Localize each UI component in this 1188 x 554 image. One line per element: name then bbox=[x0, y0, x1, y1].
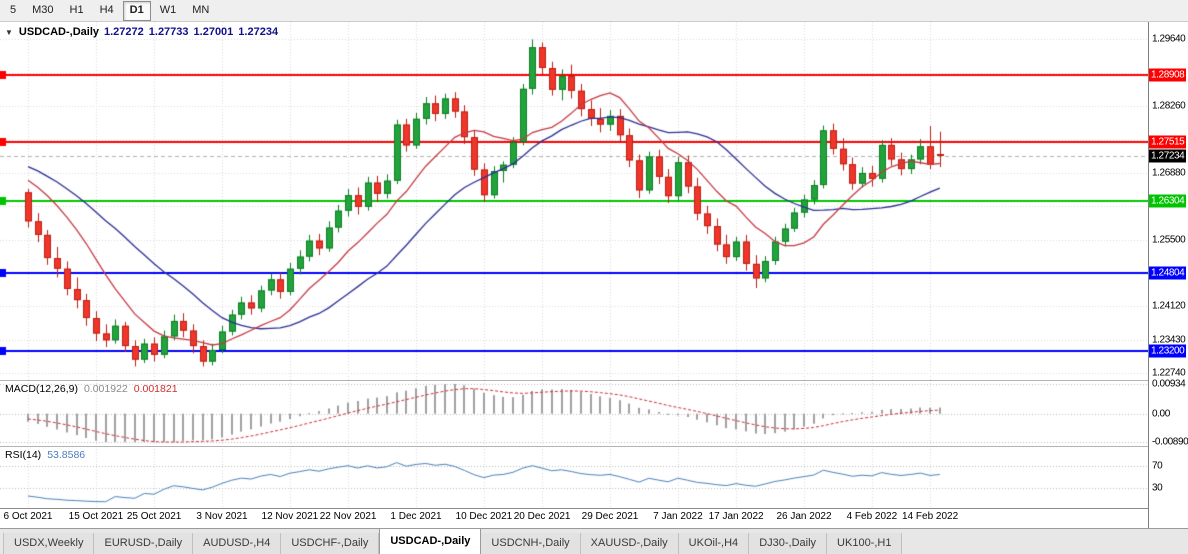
date-label: 15 Oct 2021 bbox=[68, 511, 124, 522]
chart-tab-uk100-h1[interactable]: UK100-,H1 bbox=[827, 533, 903, 554]
date-label: 7 Jan 2022 bbox=[653, 511, 703, 522]
ohlc-open: 1.27272 bbox=[104, 26, 144, 38]
ohlc-close: 1.27234 bbox=[238, 26, 279, 38]
price-tick-label: 1.26880 bbox=[1152, 167, 1186, 179]
date-label: 26 Jan 2022 bbox=[776, 511, 832, 522]
price-tick-label: 1.29640 bbox=[1152, 33, 1186, 45]
rsi-value: 53.8586 bbox=[47, 449, 86, 461]
date-label: 20 Dec 2021 bbox=[513, 511, 571, 522]
price-axis[interactable]: 1.29640 1.28260 1.26880 1.25500 1.24120 1.234… bbox=[1149, 22, 1188, 528]
price-chart-canvas[interactable] bbox=[0, 22, 1148, 380]
timeframe-button-m30[interactable]: M30 bbox=[32, 3, 54, 16]
price-tick-label: 1.28260 bbox=[1152, 100, 1186, 112]
macd-panel-splitter[interactable] bbox=[0, 380, 1188, 381]
hline-price-badge: 1.27515 bbox=[1149, 135, 1186, 149]
rsi-indicator-canvas[interactable] bbox=[0, 446, 1148, 508]
timeframe-button-h1[interactable]: H1 bbox=[69, 3, 84, 16]
chart-tabs-bar: USDX,Weekly EURUSD-,Daily AUDUSD-,H4 USDCHF… bbox=[0, 528, 1188, 554]
timeframe-toolbar: 5 M30 H1 H4 D1 W1 MN bbox=[0, 0, 1188, 22]
timeframe-button-5[interactable]: 5 bbox=[10, 3, 17, 16]
date-label: 14 Feb 2022 bbox=[902, 511, 959, 522]
price-axis-border bbox=[1148, 22, 1149, 528]
ohlc-high: 1.27733 bbox=[148, 26, 189, 38]
macd-signal-value: 0.001821 bbox=[133, 383, 178, 395]
hline-price-badge: 1.24804 bbox=[1149, 266, 1186, 280]
chart-tab-eurusd-daily[interactable]: EURUSD-,Daily bbox=[94, 533, 194, 554]
rsi-name: RSI(14) bbox=[5, 449, 42, 461]
chart-tab-dj30-daily[interactable]: DJ30-,Daily bbox=[749, 533, 828, 554]
date-label: 6 Oct 2021 bbox=[3, 511, 53, 522]
price-tick-label: 1.22740 bbox=[1152, 367, 1186, 379]
hline-price-badge: 1.26304 bbox=[1149, 194, 1186, 208]
date-label: 1 Dec 2021 bbox=[390, 511, 442, 522]
chart-tab-usdcnh-daily[interactable]: USDCNH-,Daily bbox=[481, 533, 581, 554]
timeframe-button-d1[interactable]: D1 bbox=[122, 0, 151, 21]
chart-title-overlay: ▼ USDCAD-,Daily 1.27272 1.27733 1.27001 … bbox=[5, 26, 278, 38]
chart-tab-usdchf-daily[interactable]: USDCHF-,Daily bbox=[281, 533, 380, 554]
rsi-indicator-label: RSI(14) 53.8586 bbox=[5, 449, 85, 461]
macd-tick-label: 0.00 bbox=[1152, 408, 1170, 420]
chart-symbol-label: USDCAD-,Daily bbox=[18, 26, 99, 38]
date-label: 3 Nov 2021 bbox=[196, 511, 248, 522]
time-axis[interactable]: 6 Oct 2021 15 Oct 2021 25 Oct 2021 3 Nov 20… bbox=[0, 508, 1148, 528]
chart-tab-xauusd-daily[interactable]: XAUUSD-,Daily bbox=[580, 533, 679, 554]
timeframe-buttons: 5 M30 H1 H4 D1 W1 MN bbox=[2, 0, 217, 21]
date-label: 4 Feb 2022 bbox=[846, 511, 898, 522]
macd-name: MACD(12,26,9) bbox=[5, 383, 78, 395]
timeframe-button-h4[interactable]: H4 bbox=[99, 3, 114, 16]
current-price-badge: 1.27234 bbox=[1149, 149, 1186, 163]
chart-tab-audusd-h4[interactable]: AUDUSD-,H4 bbox=[193, 533, 282, 554]
price-tick-label: 1.23430 bbox=[1152, 334, 1186, 346]
date-label: 29 Dec 2021 bbox=[581, 511, 639, 522]
date-label: 12 Nov 2021 bbox=[261, 511, 319, 522]
time-axis-divider bbox=[0, 508, 1188, 509]
rsi-panel-splitter[interactable] bbox=[0, 446, 1188, 447]
macd-indicator-canvas[interactable] bbox=[0, 380, 1148, 446]
timeframe-button-mn[interactable]: MN bbox=[192, 3, 210, 16]
rsi-tick-label: 70 bbox=[1152, 460, 1163, 472]
hline-price-badge: 1.23200 bbox=[1149, 344, 1186, 358]
date-label: 22 Nov 2021 bbox=[319, 511, 377, 522]
chart-tab-usdcad-daily[interactable]: USDCAD-,Daily bbox=[379, 528, 482, 554]
timeframe-button-w1[interactable]: W1 bbox=[159, 3, 177, 16]
macd-tick-label: 0.00934 bbox=[1152, 378, 1186, 390]
date-label: 17 Jan 2022 bbox=[708, 511, 764, 522]
symbol-dropdown-icon[interactable]: ▼ bbox=[5, 27, 13, 37]
chart-tab-ukoil-h4[interactable]: UKOil-,H4 bbox=[678, 533, 750, 554]
date-label: 10 Dec 2021 bbox=[455, 511, 513, 522]
macd-tick-label: -0.00890 bbox=[1152, 436, 1188, 448]
price-tick-label: 1.25500 bbox=[1152, 234, 1186, 246]
macd-main-value: 0.001922 bbox=[83, 383, 128, 395]
rsi-tick-label: 30 bbox=[1152, 482, 1163, 494]
ohlc-low: 1.27001 bbox=[193, 26, 234, 38]
date-label: 25 Oct 2021 bbox=[126, 511, 182, 522]
price-tick-label: 1.24120 bbox=[1152, 300, 1186, 312]
macd-indicator-label: MACD(12,26,9) 0.001922 0.001821 bbox=[5, 383, 178, 395]
chart-tab-usdx-weekly[interactable]: USDX,Weekly bbox=[3, 533, 95, 554]
hline-price-badge: 1.28908 bbox=[1149, 68, 1186, 82]
chart-area: ▼ USDCAD-,Daily 1.27272 1.27733 1.27001 … bbox=[0, 22, 1188, 528]
